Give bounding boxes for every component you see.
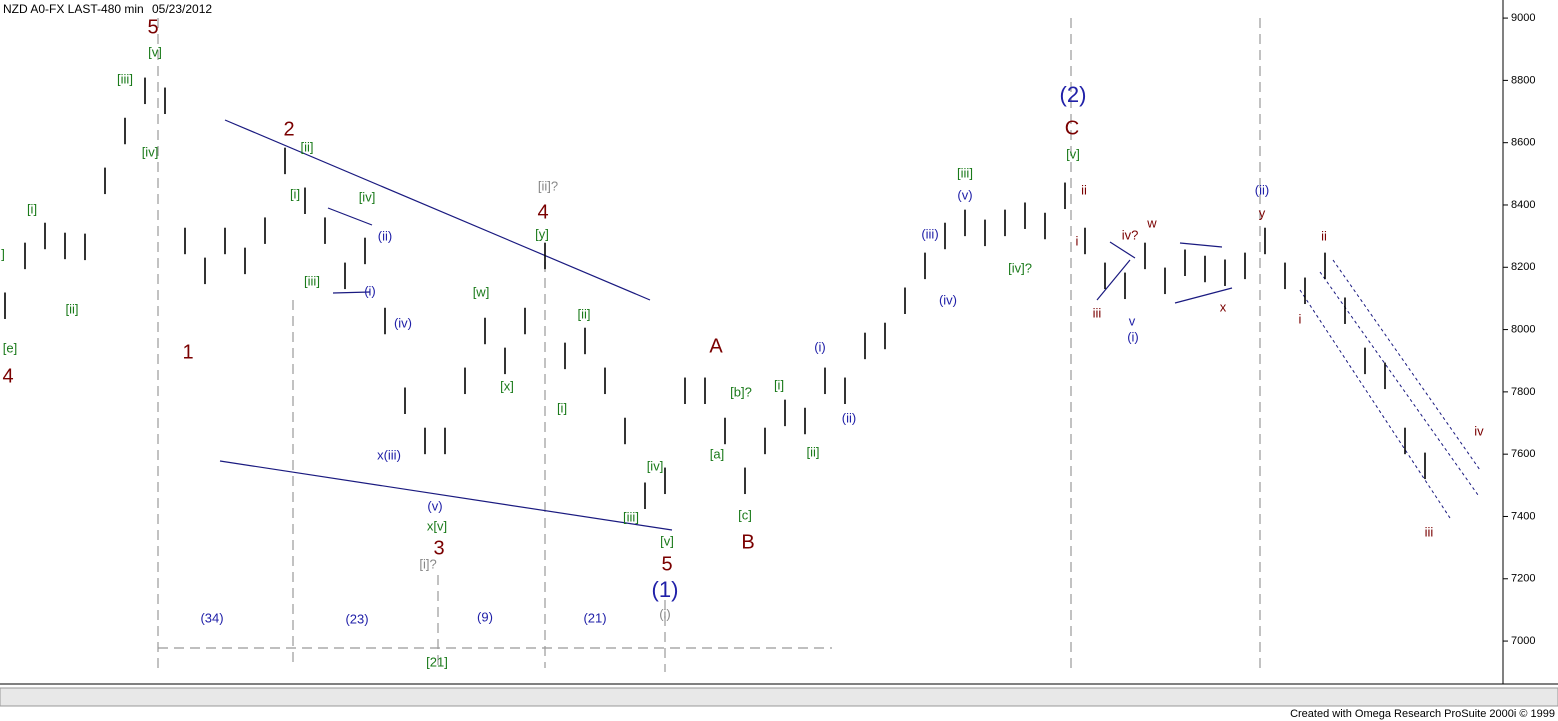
y-tick-label: 8400 bbox=[1511, 199, 1535, 211]
wave-label: [e] bbox=[3, 340, 17, 355]
chart-subtitle: 05/23/2012 bbox=[152, 2, 212, 16]
wave-label: [a] bbox=[710, 446, 724, 461]
y-tick-label: 7400 bbox=[1511, 510, 1535, 522]
wave-label: [iii] bbox=[957, 165, 973, 180]
wave-label: ii bbox=[1081, 182, 1087, 197]
footer: Created with Omega Research ProSuite 200… bbox=[1290, 708, 1555, 720]
wave-label: (i) bbox=[814, 339, 826, 354]
y-tick-label: 9000 bbox=[1511, 12, 1535, 24]
wave-label: [iii] bbox=[623, 509, 639, 524]
wave-label: x bbox=[1220, 299, 1227, 314]
wave-label: [21] bbox=[426, 654, 448, 669]
wave-label: [i]? bbox=[419, 556, 436, 571]
wave-label: [ii] bbox=[578, 306, 591, 321]
wave-label: (34) bbox=[200, 610, 223, 625]
wave-label: A bbox=[709, 335, 723, 357]
wave-label: 3 bbox=[433, 537, 444, 559]
chart-title: NZD A0-FX LAST-480 min bbox=[3, 2, 144, 16]
wave-label: [iii] bbox=[304, 273, 320, 288]
wave-label: 4 bbox=[2, 365, 13, 387]
y-tick-label: 8000 bbox=[1511, 323, 1535, 335]
wave-label: x[v] bbox=[427, 518, 447, 533]
wave-label: (i) bbox=[659, 606, 671, 621]
wave-label: 5 bbox=[147, 16, 158, 38]
wave-label: (iv) bbox=[939, 292, 957, 307]
y-tick-label: 8600 bbox=[1511, 137, 1535, 149]
wave-label: (v) bbox=[427, 498, 442, 513]
wave-label: x(iii) bbox=[377, 447, 401, 462]
wave-label: (ii) bbox=[1255, 182, 1269, 197]
wave-label: v bbox=[1129, 313, 1136, 328]
y-tick-label: 7800 bbox=[1511, 386, 1535, 398]
wave-label: 1 bbox=[182, 341, 193, 363]
scrollbar[interactable] bbox=[0, 687, 1558, 707]
wave-label: (2) bbox=[1060, 82, 1087, 107]
wave-label: (i) bbox=[364, 283, 376, 298]
y-tick-label: 8800 bbox=[1511, 74, 1535, 86]
wave-label: [y] bbox=[535, 226, 549, 241]
wave-label: (ii) bbox=[842, 410, 856, 425]
wave-label: [iv] bbox=[142, 144, 159, 159]
wave-label: C bbox=[1065, 117, 1079, 139]
wave-label: ] bbox=[1, 246, 5, 261]
wave-label: [i] bbox=[27, 201, 37, 216]
wave-label: B bbox=[741, 531, 754, 553]
wave-label: [iii] bbox=[117, 71, 133, 86]
wave-label: (9) bbox=[477, 609, 493, 624]
wave-label: iv bbox=[1474, 423, 1484, 438]
wave-label: [i] bbox=[774, 377, 784, 392]
wave-label: [b]? bbox=[730, 384, 752, 399]
wave-label: (1) bbox=[652, 577, 679, 602]
wave-guides bbox=[157, 18, 1261, 672]
wave-label: [c] bbox=[738, 507, 752, 522]
wave-label: [x] bbox=[500, 378, 514, 393]
y-tick-label: 8200 bbox=[1511, 261, 1535, 273]
wave-label: (iii) bbox=[921, 226, 938, 241]
wave-label: [ii]? bbox=[538, 178, 558, 193]
wave-label: (v) bbox=[957, 187, 972, 202]
wave-label: [v] bbox=[148, 44, 162, 59]
wave-label: w bbox=[1146, 215, 1157, 230]
wave-label: [iv] bbox=[359, 189, 376, 204]
wave-label: [iv]? bbox=[1008, 260, 1032, 275]
wave-label: (ii) bbox=[378, 228, 392, 243]
wave-label: [i] bbox=[290, 186, 300, 201]
wave-label: i bbox=[1076, 233, 1079, 248]
trend-lines bbox=[219, 119, 1233, 531]
wave-label: (iv) bbox=[394, 315, 412, 330]
y-tick-label: 7600 bbox=[1511, 448, 1535, 460]
channel-lines bbox=[1299, 259, 1481, 519]
y-tick-label: 7200 bbox=[1511, 573, 1535, 585]
wave-label: ii bbox=[1321, 228, 1327, 243]
wave-label: iii bbox=[1093, 305, 1102, 320]
wave-label: (21) bbox=[583, 610, 606, 625]
wave-label: [ii] bbox=[301, 139, 314, 154]
wave-label: iii bbox=[1425, 524, 1434, 539]
wave-label: 2 bbox=[283, 118, 294, 140]
wave-label: [iv] bbox=[647, 458, 664, 473]
wave-label: [v] bbox=[1066, 146, 1080, 161]
wave-label: i bbox=[1299, 311, 1302, 326]
wave-label: 5 bbox=[661, 553, 672, 575]
wave-label: 4 bbox=[537, 201, 548, 223]
wave-label: (23) bbox=[345, 611, 368, 626]
y-tick-label: 7000 bbox=[1511, 635, 1535, 647]
wave-label: [ii] bbox=[807, 444, 820, 459]
wave-label: (i) bbox=[1127, 329, 1139, 344]
wave-label: [i] bbox=[557, 400, 567, 415]
wave-label: y bbox=[1259, 205, 1266, 220]
wave-label: [v] bbox=[660, 533, 674, 548]
wave-label: [ii] bbox=[66, 301, 79, 316]
wave-label: [w] bbox=[473, 284, 490, 299]
wave-label: iv? bbox=[1122, 227, 1139, 242]
